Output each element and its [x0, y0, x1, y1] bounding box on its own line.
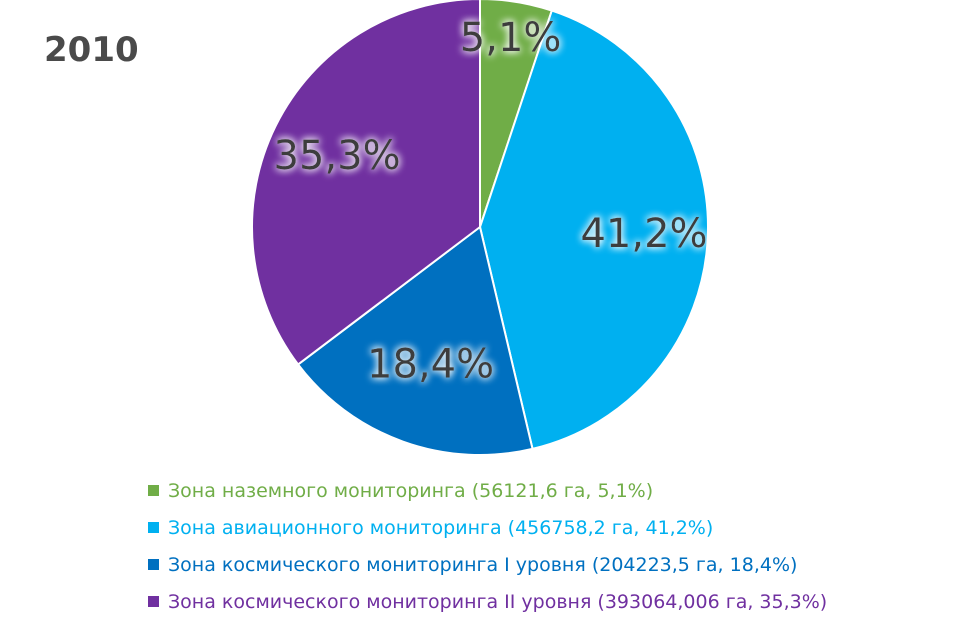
legend-label: Зона космического мониторинга II уровня … [168, 590, 828, 613]
pie-slices [250, 0, 709, 456]
legend: Зона наземного мониторинга (56121,6 га, … [148, 472, 827, 620]
slice-data-label: 35,3% [274, 133, 401, 179]
legend-item: Зона космического мониторинга II уровня … [148, 583, 827, 620]
pie-data-labels: 5,1% 41,2% 18,4% 35,3% [274, 15, 708, 387]
legend-item: Зона наземного мониторинга (56121,6 га, … [148, 472, 827, 509]
legend-swatch [148, 485, 159, 496]
legend-swatch [148, 559, 159, 570]
pie-slice [296, 225, 534, 456]
legend-swatch [148, 522, 159, 533]
pie-slice [250, 0, 481, 366]
legend-swatch [148, 596, 159, 607]
slice-data-label: 5,1% [460, 15, 562, 61]
legend-label: Зона наземного мониторинга (56121,6 га, … [168, 479, 654, 502]
slice-data-label: 18,4% [367, 341, 494, 387]
chart-title: 2010 [44, 30, 139, 70]
legend-item: Зона космического мониторинга I уровня (… [148, 546, 827, 583]
slice-data-label: 41,2% [580, 211, 707, 257]
legend-item: Зона авиационного мониторинга (456758,2 … [148, 509, 827, 546]
legend-label: Зона космического мониторинга I уровня (… [168, 553, 798, 576]
legend-label: Зона авиационного мониторинга (456758,2 … [168, 516, 714, 539]
pie-slice [478, 9, 709, 451]
